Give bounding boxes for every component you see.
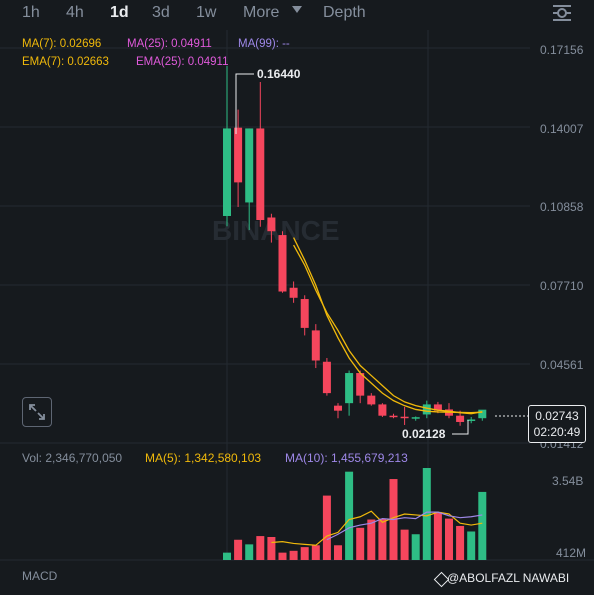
volume-bar xyxy=(445,518,453,560)
candle-down xyxy=(311,330,320,361)
high-price-callout: 0.16440 xyxy=(257,67,301,81)
ma-lines xyxy=(293,237,483,415)
volume-bar xyxy=(433,512,442,560)
candle-up xyxy=(345,373,354,404)
volume-ma10: MA(10): 1,455,679,213 xyxy=(285,451,408,465)
volume-value: Vol: 2,346,770,050 xyxy=(22,451,123,465)
price-axis-label: 0.07710 xyxy=(540,279,584,293)
ma25-value: MA(25): 0.04911 xyxy=(127,38,212,50)
volume-ma-line xyxy=(271,510,483,546)
candle-countdown: 02:20:49 xyxy=(533,425,581,439)
volume-bar xyxy=(467,531,476,560)
settings-sliders-icon[interactable] xyxy=(551,3,573,23)
tab-3d[interactable]: 3d xyxy=(152,4,170,21)
volume-bar xyxy=(411,534,420,560)
ma-line xyxy=(293,244,483,415)
volume-bar xyxy=(345,471,354,560)
ma-line xyxy=(293,237,483,414)
tab-1w[interactable]: 1w xyxy=(196,4,217,21)
volume-bar xyxy=(400,529,409,560)
candle-down xyxy=(400,416,409,419)
high-callout-line xyxy=(235,73,254,134)
candle-down xyxy=(289,287,298,298)
candle-down xyxy=(322,361,331,394)
candles xyxy=(223,65,487,426)
volume-axis-top: 3.54B xyxy=(552,474,584,488)
tab-more[interactable]: More xyxy=(243,4,280,21)
ema25-value: EMA(25): 0.04911 xyxy=(136,56,229,68)
volume-bar xyxy=(422,468,431,560)
volume-bar xyxy=(267,537,276,560)
volume-bar xyxy=(234,539,243,560)
candle-down xyxy=(378,404,387,416)
volume-bar xyxy=(456,525,465,560)
credit-text: @ABOLFAZL NAWABI xyxy=(447,571,570,585)
tab-4h[interactable]: 4h xyxy=(66,4,84,21)
price-axis-label: 0.04561 xyxy=(540,358,584,372)
chevron-down-icon[interactable] xyxy=(292,6,302,13)
volume-axis-bottom: 412M xyxy=(556,546,587,560)
ma99-value: MA(99): -- xyxy=(238,38,290,50)
price-axis-label: 0.17156 xyxy=(540,43,584,57)
candle-up xyxy=(467,419,476,421)
candle-down xyxy=(300,299,309,328)
volume-bar xyxy=(334,545,342,560)
volume-bar xyxy=(356,527,365,560)
volume-bar xyxy=(367,519,376,560)
candle-down xyxy=(334,405,342,411)
volume-bar xyxy=(245,544,254,560)
last-price-box: 0.02743 02:20:49 xyxy=(528,405,586,443)
volume-bar xyxy=(300,547,309,560)
interval-tabs: 1h 4h 1d 3d 1w More Depth xyxy=(0,0,594,28)
volume-bar xyxy=(278,552,287,560)
price-axis-label: 0.14007 xyxy=(540,122,584,136)
last-price-value: 0.02743 xyxy=(535,409,579,423)
tab-depth[interactable]: Depth xyxy=(323,4,366,21)
volume-bar xyxy=(289,550,298,560)
candle-down xyxy=(456,415,465,422)
volume-bar xyxy=(322,495,331,560)
tab-1h[interactable]: 1h xyxy=(22,4,40,21)
candle-down xyxy=(234,127,243,183)
volume-bar xyxy=(223,552,231,560)
ma7-value: MA(7): 0.02696 xyxy=(22,38,102,50)
candle-down xyxy=(433,404,442,411)
binance-watermark: BINANCE xyxy=(212,215,340,246)
candle-up xyxy=(245,128,254,203)
candle-up xyxy=(422,404,431,415)
candle-down xyxy=(367,395,376,405)
volume-bar xyxy=(378,518,387,560)
low-price-callout: 0.02128 xyxy=(402,427,446,441)
macd-label: MACD xyxy=(22,569,58,583)
candle-up xyxy=(478,409,487,419)
fullscreen-expand-icon[interactable] xyxy=(22,397,52,427)
candle-down xyxy=(267,217,276,232)
candle-down xyxy=(278,235,287,292)
low-callout-line xyxy=(452,420,469,435)
volume-ma-line xyxy=(326,511,483,541)
candle-up xyxy=(411,417,420,419)
tab-1d[interactable]: 1d xyxy=(110,4,129,21)
volume-ma-lines xyxy=(271,510,483,546)
ema7-value: EMA(7): 0.02663 xyxy=(22,56,109,68)
price-axis-label: 0.10858 xyxy=(540,200,584,214)
volume-ma5: MA(5): 1,342,580,103 xyxy=(145,451,262,465)
candle-down xyxy=(389,415,398,418)
candle-down xyxy=(356,373,365,396)
volume-bar xyxy=(478,491,487,560)
volume-bar xyxy=(256,536,265,560)
candle-up xyxy=(223,128,231,216)
volume-bar xyxy=(311,545,320,560)
candle-down xyxy=(256,128,265,221)
